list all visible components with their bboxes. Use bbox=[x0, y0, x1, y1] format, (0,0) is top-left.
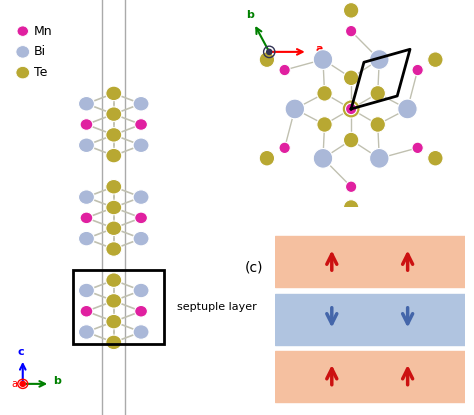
Circle shape bbox=[344, 132, 359, 148]
Circle shape bbox=[106, 315, 122, 329]
Circle shape bbox=[135, 212, 147, 224]
Circle shape bbox=[133, 138, 149, 152]
Circle shape bbox=[106, 86, 122, 100]
Bar bbox=[275, 294, 465, 344]
Circle shape bbox=[398, 99, 417, 119]
Circle shape bbox=[133, 325, 149, 339]
Circle shape bbox=[344, 200, 359, 215]
Circle shape bbox=[370, 117, 385, 132]
Text: (c): (c) bbox=[244, 261, 263, 275]
Circle shape bbox=[106, 128, 122, 142]
Circle shape bbox=[412, 142, 423, 154]
Circle shape bbox=[106, 273, 122, 287]
Circle shape bbox=[80, 119, 93, 130]
Text: a: a bbox=[315, 44, 323, 54]
Circle shape bbox=[106, 221, 122, 235]
Circle shape bbox=[17, 26, 28, 36]
Circle shape bbox=[317, 85, 332, 101]
Text: septuple layer: septuple layer bbox=[177, 302, 257, 312]
Circle shape bbox=[106, 335, 122, 349]
Circle shape bbox=[317, 117, 332, 132]
Circle shape bbox=[133, 232, 149, 246]
Circle shape bbox=[313, 50, 333, 69]
Circle shape bbox=[370, 85, 385, 101]
Text: Bi: Bi bbox=[34, 45, 46, 59]
Circle shape bbox=[370, 50, 389, 69]
Circle shape bbox=[346, 181, 357, 193]
Circle shape bbox=[106, 242, 122, 256]
Circle shape bbox=[79, 325, 94, 339]
Circle shape bbox=[428, 151, 443, 166]
Circle shape bbox=[412, 64, 423, 76]
Circle shape bbox=[133, 283, 149, 298]
Text: Mn: Mn bbox=[34, 24, 53, 38]
Text: b: b bbox=[53, 376, 61, 386]
Circle shape bbox=[135, 119, 147, 130]
Circle shape bbox=[133, 96, 149, 111]
Circle shape bbox=[80, 305, 93, 317]
Circle shape bbox=[80, 212, 93, 224]
Circle shape bbox=[16, 46, 29, 58]
Circle shape bbox=[106, 148, 122, 163]
Circle shape bbox=[106, 179, 122, 194]
Circle shape bbox=[79, 283, 94, 298]
Circle shape bbox=[346, 25, 357, 37]
Circle shape bbox=[267, 49, 272, 54]
Circle shape bbox=[428, 52, 443, 68]
Circle shape bbox=[79, 96, 94, 111]
Circle shape bbox=[106, 107, 122, 121]
Circle shape bbox=[370, 149, 389, 168]
Circle shape bbox=[135, 305, 147, 317]
Circle shape bbox=[344, 2, 359, 18]
Text: a: a bbox=[12, 379, 18, 389]
Circle shape bbox=[79, 190, 94, 204]
Circle shape bbox=[20, 381, 26, 386]
Text: b: b bbox=[246, 10, 254, 20]
Bar bbox=[73, 270, 164, 344]
Circle shape bbox=[346, 103, 357, 115]
Circle shape bbox=[106, 294, 122, 308]
Circle shape bbox=[344, 70, 359, 85]
Bar bbox=[275, 351, 465, 402]
Circle shape bbox=[259, 52, 274, 68]
Text: c: c bbox=[17, 347, 24, 357]
Circle shape bbox=[79, 232, 94, 246]
Bar bbox=[275, 237, 465, 287]
Circle shape bbox=[279, 142, 290, 154]
Text: Te: Te bbox=[34, 66, 47, 79]
Circle shape bbox=[106, 200, 122, 215]
Circle shape bbox=[133, 190, 149, 204]
Circle shape bbox=[16, 66, 29, 79]
Circle shape bbox=[79, 138, 94, 152]
Circle shape bbox=[279, 64, 290, 76]
Circle shape bbox=[342, 100, 360, 118]
Circle shape bbox=[285, 99, 305, 119]
Circle shape bbox=[313, 149, 333, 168]
Circle shape bbox=[259, 151, 274, 166]
